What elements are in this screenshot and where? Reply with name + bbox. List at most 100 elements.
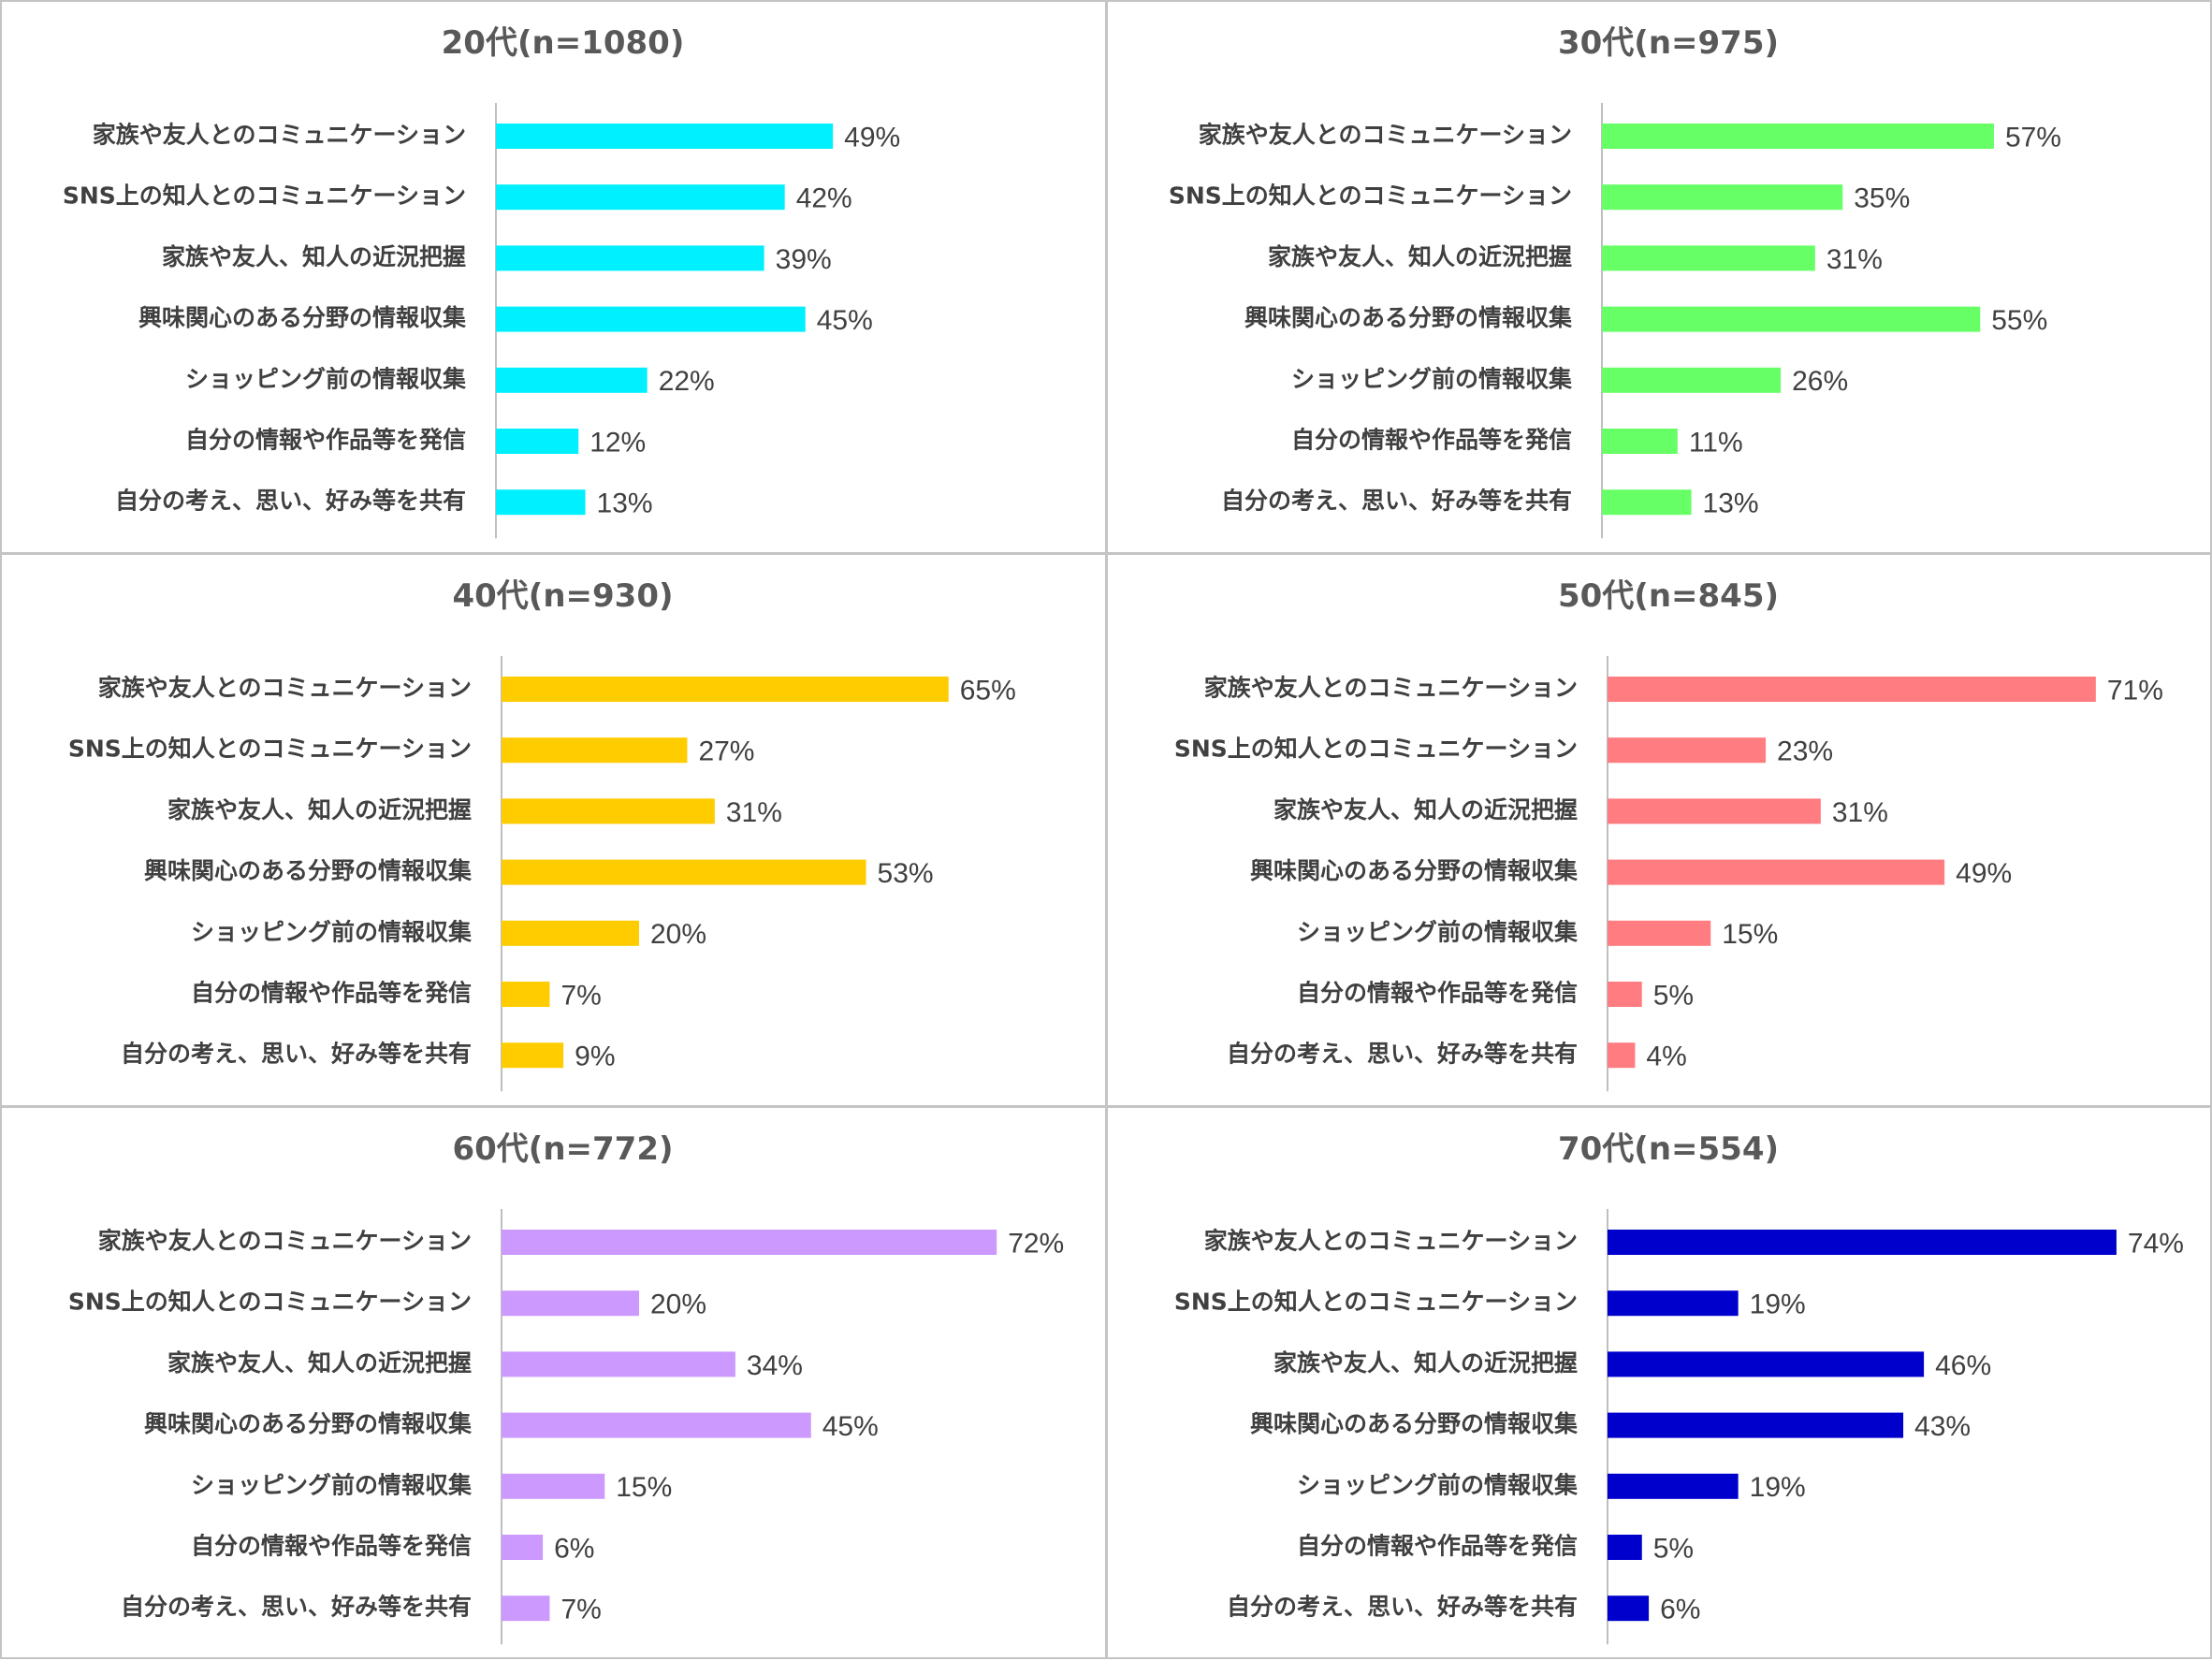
- category-label: 自分の考え、思い、好み等を共有: [1221, 488, 1572, 515]
- category-label: ショッピング前の情報収集: [191, 1471, 473, 1498]
- category-label: SNS上の知人とのコミュニケーション: [68, 736, 472, 763]
- value-label: 46%: [1935, 1350, 1991, 1381]
- bar: [502, 737, 688, 764]
- category-label: 自分の情報や作品等を発信: [1291, 427, 1572, 454]
- bar: [1608, 859, 1945, 885]
- bar: [502, 1412, 811, 1438]
- category-label: 家族や友人、知人の近況把握: [1268, 243, 1572, 270]
- bar: [502, 982, 550, 1007]
- bar: [502, 1535, 544, 1560]
- value-label: 4%: [1646, 1042, 1686, 1072]
- bar-chart-svg: 20代(n=1080) 家族や友人とのコミュニケーション 49% SNS上の知人とのコ…: [63, 24, 900, 539]
- bar-chart-svg: 60代(n=772) 家族や友人とのコミュニケーション 72% SNS上の知人とのコミ…: [68, 1130, 1064, 1645]
- category-label: 自分の考え、思い、好み等を共有: [121, 1594, 472, 1621]
- bar: [502, 1042, 564, 1069]
- category-label: 自分の情報や作品等を発信: [191, 980, 472, 1007]
- bar: [1608, 982, 1642, 1007]
- bar: [1602, 367, 1782, 393]
- bar: [1608, 1042, 1636, 1069]
- bar: [496, 489, 586, 516]
- category-label: 自分の考え、思い、好み等を共有: [1227, 1594, 1578, 1621]
- category-label: ショッピング前の情報収集: [185, 365, 467, 392]
- bar: [1608, 1290, 1739, 1317]
- category-label: 興味関心のある分野の情報収集: [1250, 857, 1579, 884]
- category-label: SNS上の知人とのコミュニケーション: [1174, 736, 1578, 763]
- category-label: SNS上の知人とのコミュニケーション: [63, 182, 466, 210]
- bar: [496, 245, 764, 271]
- bar: [496, 306, 806, 332]
- bar: [1608, 1351, 1925, 1377]
- value-label: 6%: [554, 1533, 594, 1564]
- category-label: SNS上の知人とのコミュニケーション: [68, 1289, 472, 1316]
- value-label: 74%: [2128, 1228, 2184, 1259]
- value-label: 27%: [698, 736, 754, 767]
- value-label: 65%: [960, 675, 1016, 706]
- category-label: SNS上の知人とのコミュニケーション: [1169, 182, 1572, 210]
- bar: [1602, 489, 1692, 516]
- category-label: 興味関心のある分野の情報収集: [138, 304, 467, 331]
- chart-panel: 60代(n=772) 家族や友人とのコミュニケーション 72% SNS上の知人とのコミ…: [0, 1106, 1107, 1659]
- value-label: 7%: [560, 1595, 601, 1625]
- category-label: 家族や友人とのコミュニケーション: [98, 1228, 472, 1255]
- chart-panel: 50代(n=845) 家族や友人とのコミュニケーション 71% SNS上の知人とのコミ…: [1106, 553, 2212, 1107]
- category-label: 家族や友人とのコミュニケーション: [1204, 1228, 1578, 1255]
- value-label: 15%: [1722, 919, 1778, 950]
- bar: [1602, 245, 1815, 271]
- bar: [1608, 1230, 2117, 1255]
- value-label: 15%: [616, 1472, 672, 1503]
- bar: [496, 124, 834, 149]
- value-label: 55%: [1991, 305, 2047, 336]
- value-label: 72%: [1008, 1228, 1064, 1259]
- value-label: 31%: [1826, 244, 1883, 275]
- bar: [1602, 124, 1994, 149]
- bar: [1608, 1412, 1904, 1438]
- bar: [502, 677, 949, 702]
- bar-chart-svg: 70代(n=554) 家族や友人とのコミュニケーション 74% SNS上の知人とのコミ…: [1174, 1130, 2184, 1645]
- value-label: 31%: [1832, 797, 1888, 828]
- value-label: 5%: [1653, 1533, 1694, 1564]
- bar: [502, 920, 639, 946]
- category-label: 家族や友人とのコミュニケーション: [93, 122, 466, 149]
- category-label: 興味関心のある分野の情報収集: [144, 857, 473, 884]
- value-label: 49%: [844, 122, 900, 153]
- bar-chart-svg: 30代(n=975) 家族や友人とのコミュニケーション 57% SNS上の知人とのコミ…: [1169, 24, 2061, 539]
- bar: [1608, 798, 1821, 824]
- category-label: ショッピング前の情報収集: [191, 918, 473, 945]
- value-label: 11%: [1689, 427, 1743, 458]
- category-label: 自分の情報や作品等を発信: [1297, 1533, 1578, 1560]
- value-label: 45%: [822, 1411, 879, 1442]
- bar: [1608, 677, 2096, 702]
- value-label: 13%: [597, 488, 653, 519]
- value-label: 45%: [817, 305, 873, 336]
- value-label: 26%: [1792, 366, 1848, 397]
- category-label: 家族や友人、知人の近況把握: [162, 243, 466, 270]
- bar: [496, 367, 648, 393]
- category-label: 自分の情報や作品等を発信: [191, 1533, 472, 1560]
- category-label: ショッピング前の情報収集: [1297, 1471, 1579, 1498]
- value-label: 35%: [1854, 183, 1910, 214]
- chart-title: 70代(n=554): [1558, 1130, 1779, 1168]
- chart-panel: 30代(n=975) 家族や友人とのコミュニケーション 57% SNS上の知人とのコミ…: [1106, 0, 2212, 554]
- value-label: 9%: [575, 1042, 615, 1072]
- category-label: ショッピング前の情報収集: [1291, 365, 1573, 392]
- category-label: SNS上の知人とのコミュニケーション: [1174, 1289, 1578, 1316]
- value-label: 19%: [1750, 1472, 1806, 1503]
- value-label: 12%: [589, 427, 646, 458]
- bar: [1608, 1595, 1650, 1622]
- category-label: 家族や友人、知人の近況把握: [1273, 796, 1578, 823]
- value-label: 5%: [1653, 980, 1694, 1011]
- bar: [502, 859, 866, 885]
- bar: [496, 429, 579, 454]
- chart-panel: 70代(n=554) 家族や友人とのコミュニケーション 74% SNS上の知人とのコミ…: [1106, 1106, 2212, 1659]
- bar: [502, 1595, 550, 1622]
- category-label: 興味関心のある分野の情報収集: [1250, 1410, 1579, 1437]
- bar: [1608, 920, 1711, 946]
- value-label: 49%: [1956, 858, 2012, 889]
- value-label: 31%: [726, 797, 782, 828]
- category-label: 自分の情報や作品等を発信: [1297, 980, 1578, 1007]
- bar: [502, 1351, 735, 1377]
- value-label: 20%: [650, 919, 706, 950]
- category-label: 自分の情報や作品等を発信: [185, 427, 466, 454]
- category-label: 家族や友人、知人の近況把握: [167, 796, 472, 823]
